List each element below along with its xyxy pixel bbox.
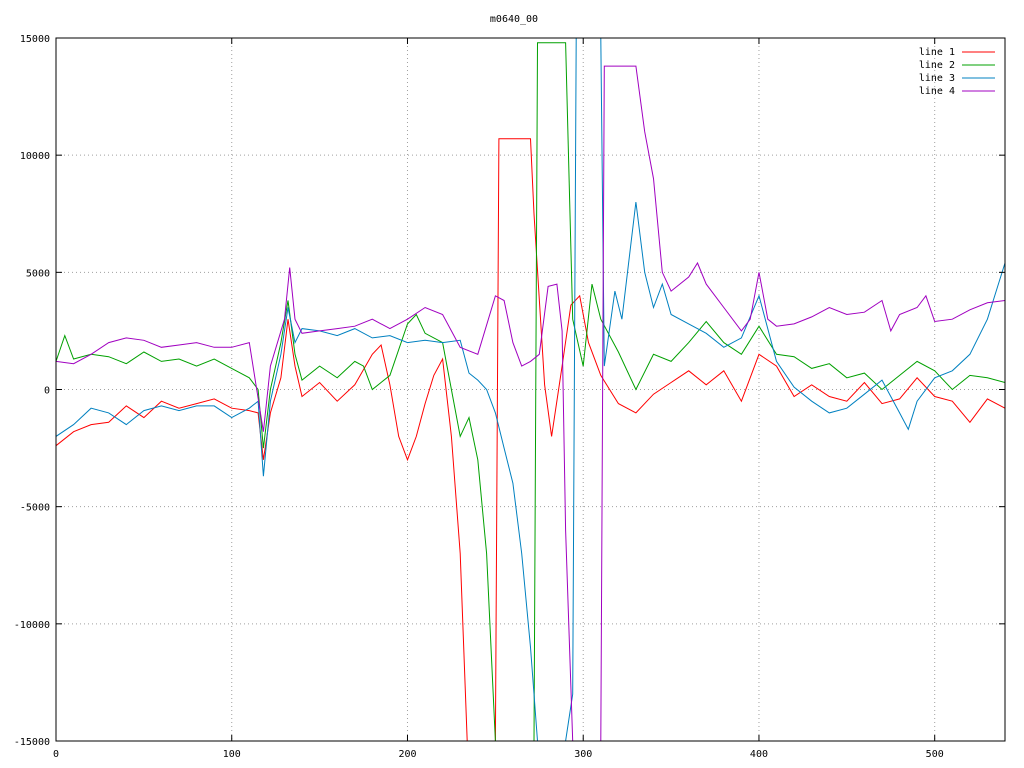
legend-label-1: line 1 (919, 47, 955, 58)
legend-label-4: line 4 (919, 86, 955, 97)
y-tick-label: 0 (44, 386, 50, 397)
series-line-4 (56, 65, 1005, 741)
x-tick-label: 100 (223, 749, 241, 760)
x-tick-label: 400 (750, 749, 768, 760)
y-tick-label: 5000 (26, 268, 50, 279)
y-tick-label: -10000 (14, 620, 50, 631)
series-line-3 (56, 38, 1005, 741)
series-line-2 (56, 42, 1005, 741)
axes: 0 100 200 300 400 500 -15000 -10000 -5000 0 5000 10… (14, 34, 1005, 760)
x-tick-label: 500 (926, 749, 944, 760)
y-tick-label: -5000 (20, 503, 50, 514)
x-tick-label: 0 (53, 749, 59, 760)
legend-label-2: line 2 (919, 60, 955, 71)
series-layer (56, 38, 1005, 741)
y-tick-label: 15000 (20, 34, 50, 45)
y-tick-label: -15000 (14, 737, 50, 748)
x-tick-label: 300 (574, 749, 592, 760)
y-tick-label: 10000 (20, 151, 50, 162)
chart-title: m0640_00 (490, 14, 538, 25)
x-tick-label: 200 (398, 749, 416, 760)
series-line-1 (56, 138, 1005, 741)
legend: line 1 line 2 line 3 line 4 (919, 47, 995, 97)
legend-label-3: line 3 (919, 73, 955, 84)
